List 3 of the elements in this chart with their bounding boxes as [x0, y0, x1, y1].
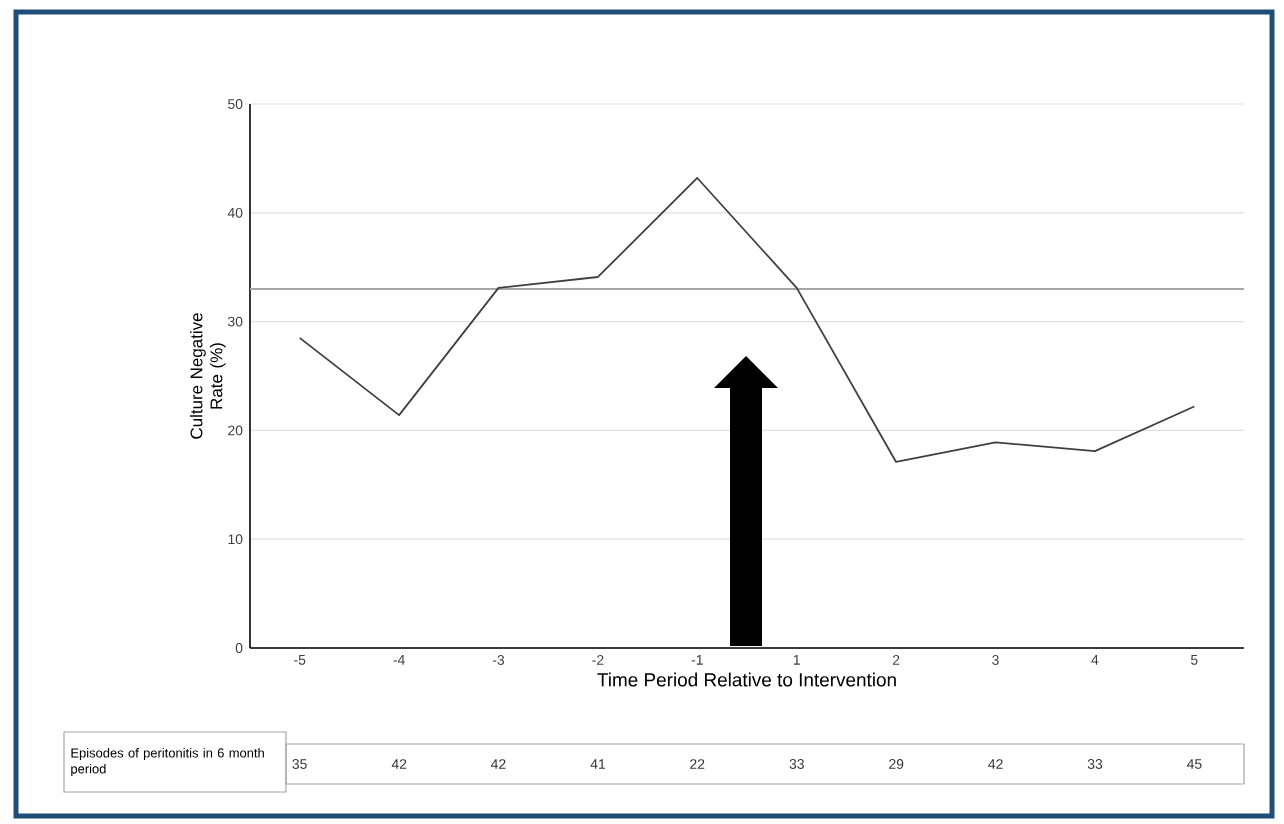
y-axis-title: Culture Negative Rate (%) — [190, 313, 226, 439]
line-series — [298, 177, 1196, 463]
x-axis-title: Time Period Relative to Intervention — [597, 672, 896, 687]
